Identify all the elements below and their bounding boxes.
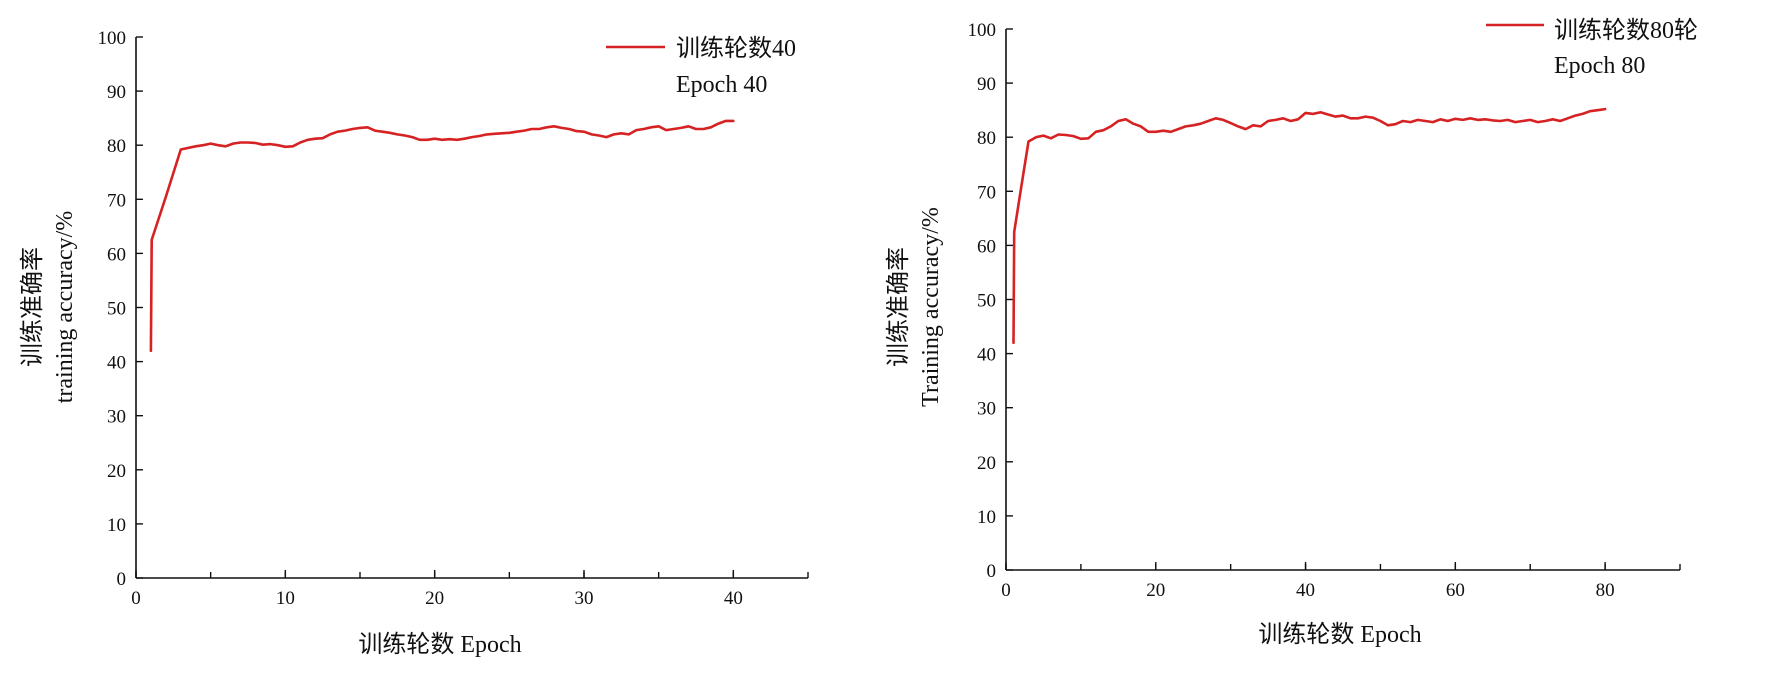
y-tick-label: 70: [107, 190, 126, 211]
x-axis-title: 训练轮数 Epoch: [1258, 621, 1421, 648]
x-tick-label: 30: [575, 588, 594, 609]
chart-ticks: [1005, 28, 1681, 571]
legend-label-en: Epoch 40: [676, 72, 767, 98]
series-line: [149, 119, 735, 353]
legend-label-cn: 训练轮数40: [676, 35, 796, 62]
y-axis-title-en: training accuracy/%: [52, 211, 78, 404]
y-axis-title-en: Training accuracy/%: [918, 207, 944, 407]
y-tick-label: 90: [107, 82, 126, 103]
chart-plot-area: [1012, 107, 1607, 345]
y-axis-title-cn: 训练准确率: [885, 247, 912, 367]
y-tick-label: 100: [968, 20, 997, 41]
y-tick-label: 60: [977, 236, 996, 257]
y-tick-label: 10: [107, 515, 126, 536]
x-tick-label: 60: [1446, 580, 1465, 601]
y-tick-label: 30: [107, 407, 126, 428]
chart-tick-labels: 0 10 20 30 40 50 60 70 80 90 100 0 20 40 60 80: [968, 20, 1615, 601]
legend-label-cn: 训练轮数80轮: [1554, 17, 1698, 44]
chart-epoch-80: 0 10 20 30 40 50 60 70 80 90 100 0 20 40 60 80 训练轮数80轮 …: [885, 17, 1698, 648]
chart-plot-area: [149, 119, 735, 353]
chart-tick-labels: 0 10 20 30 40 50 60 70 80 90 100 0 10 20 30 40: [98, 28, 743, 609]
chart-epoch-40: 0 10 20 30 40 50 60 70 80 90 100 0 10 20 30 40 训练轮数40 E…: [19, 28, 809, 658]
x-tick-label: 40: [1296, 580, 1315, 601]
x-tick-label: 20: [1146, 580, 1165, 601]
chart-axes: [1005, 29, 1680, 571]
y-axis-title-cn: 训练准确率: [19, 247, 46, 367]
y-tick-label: 80: [977, 128, 996, 149]
y-tick-label: 70: [977, 182, 996, 203]
x-tick-label: 40: [724, 588, 743, 609]
y-tick-label: 30: [977, 399, 996, 420]
chart-legend: 训练轮数80轮 Epoch 80: [1486, 17, 1698, 79]
y-tick-label: 20: [107, 461, 126, 482]
x-tick-label: 0: [131, 588, 141, 609]
y-tick-label: 0: [987, 561, 997, 582]
y-tick-label: 80: [107, 136, 126, 157]
x-axis-title: 训练轮数 Epoch: [358, 631, 521, 658]
x-tick-label: 0: [1001, 580, 1011, 601]
y-tick-label: 50: [107, 299, 126, 320]
y-tick-label: 20: [977, 453, 996, 474]
y-tick-label: 90: [977, 74, 996, 95]
x-tick-label: 80: [1596, 580, 1615, 601]
y-tick-label: 40: [107, 353, 126, 374]
series-line: [1012, 107, 1607, 345]
y-tick-label: 100: [98, 28, 127, 49]
x-tick-label: 10: [276, 588, 295, 609]
chart-legend: 训练轮数40 Epoch 40: [606, 35, 796, 98]
chart-ticks: [135, 36, 809, 579]
chart-axes: [135, 37, 808, 579]
y-tick-label: 10: [977, 507, 996, 528]
x-tick-label: 20: [425, 588, 444, 609]
y-tick-label: 0: [117, 569, 127, 590]
y-tick-label: 40: [977, 345, 996, 366]
y-tick-label: 60: [107, 244, 126, 265]
y-tick-label: 50: [977, 291, 996, 312]
legend-label-en: Epoch 80: [1554, 53, 1645, 79]
